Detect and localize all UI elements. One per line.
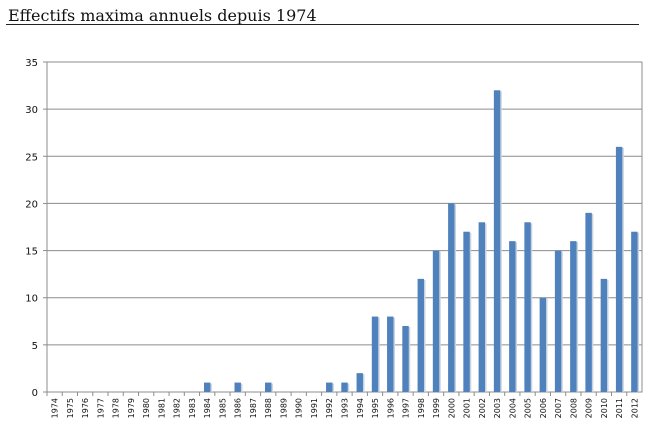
- x-tick-label: 2000: [447, 398, 456, 418]
- x-tick-label: 2011: [615, 398, 624, 418]
- bar-1998: [417, 278, 424, 392]
- x-axis-ticks: 1974 1975 1976 1977 1978 1979 1980 1981 1982 1983…: [46, 392, 639, 418]
- y-tick-label: 5: [32, 341, 38, 352]
- x-tick-label: 1979: [127, 398, 136, 418]
- x-tick-label: 1977: [96, 398, 105, 418]
- bar-1999: [432, 250, 440, 392]
- x-tick-label: 2007: [554, 398, 563, 418]
- y-tick-label: 10: [25, 294, 38, 305]
- y-axis-ticks: 0 5 10 15 20 25 30 35: [25, 58, 47, 399]
- x-tick-label: 1993: [341, 398, 350, 418]
- x-tick-label: 1980: [142, 398, 151, 418]
- x-tick-label: 1983: [188, 398, 197, 418]
- bar-2002: [478, 222, 486, 392]
- x-tick-label: 1998: [417, 398, 426, 418]
- x-tick-label: 1996: [386, 398, 395, 418]
- x-tick-label: 2008: [569, 398, 578, 418]
- bar-2011: [615, 146, 623, 392]
- bars: [203, 90, 640, 393]
- x-tick-label: 1988: [264, 398, 273, 418]
- x-tick-label: 1995: [371, 398, 380, 418]
- bar-1993: [341, 382, 348, 392]
- bar-1988: [265, 382, 272, 392]
- bar-2012: [631, 231, 638, 392]
- bar-1995: [371, 316, 379, 392]
- bar-2005: [524, 222, 531, 392]
- bar-1992: [326, 382, 333, 392]
- x-tick-label: 1975: [66, 398, 75, 418]
- y-tick-label: 0: [32, 388, 38, 399]
- bar-2003: [493, 90, 501, 393]
- bar-2007: [554, 250, 562, 392]
- bar-1997: [402, 326, 409, 392]
- x-tick-label: 1990: [295, 398, 304, 418]
- x-tick-label: 1989: [279, 398, 288, 418]
- bar-2006: [539, 297, 547, 392]
- x-tick-label: 2002: [478, 398, 487, 418]
- x-tick-label: 1999: [432, 398, 441, 418]
- x-tick-label: 1984: [203, 398, 212, 418]
- bar-2009: [585, 212, 592, 392]
- bar-2004: [509, 241, 516, 392]
- y-tick-label: 25: [25, 152, 38, 163]
- bar-2008: [570, 241, 577, 392]
- x-tick-label: 2009: [585, 398, 594, 418]
- bar-1994: [356, 373, 363, 392]
- bar-1996: [387, 316, 394, 392]
- x-tick-label: 1992: [325, 398, 334, 418]
- x-tick-label: 1974: [51, 398, 60, 418]
- x-tick-label: 1997: [402, 398, 411, 418]
- y-tick-label: 20: [25, 199, 38, 210]
- x-tick-label: 1991: [310, 398, 319, 418]
- x-tick-label: 2003: [493, 398, 502, 418]
- y-tick-label: 35: [25, 58, 38, 69]
- x-tick-label: 2005: [524, 398, 533, 418]
- chart-title: Effectifs maxima annuels depuis 1974: [8, 6, 317, 25]
- x-tick-label: 1987: [249, 398, 258, 418]
- x-tick-label: 1982: [173, 398, 182, 418]
- y-tick-label: 15: [25, 247, 38, 258]
- x-tick-label: 2006: [539, 398, 548, 418]
- y-tick-label: 30: [25, 105, 38, 116]
- x-tick-label: 2012: [630, 398, 639, 418]
- x-tick-label: 2001: [463, 398, 472, 418]
- bar-1986: [234, 382, 241, 392]
- gridlines: [47, 108, 642, 346]
- bar-2000: [448, 203, 455, 392]
- bar-2001: [463, 231, 470, 392]
- x-tick-label: 1985: [218, 398, 227, 418]
- bar-1984: [203, 382, 211, 392]
- x-tick-label: 1981: [157, 398, 166, 418]
- x-tick-label: 1986: [234, 398, 243, 418]
- x-tick-label: 1978: [112, 398, 121, 418]
- x-tick-label: 2004: [508, 398, 517, 418]
- x-tick-label: 2010: [600, 398, 609, 418]
- x-tick-label: 1994: [356, 398, 365, 418]
- title-underline: [6, 24, 639, 25]
- bar-2010: [600, 278, 608, 392]
- plot-area: [46, 61, 643, 393]
- x-tick-label: 1976: [81, 398, 90, 418]
